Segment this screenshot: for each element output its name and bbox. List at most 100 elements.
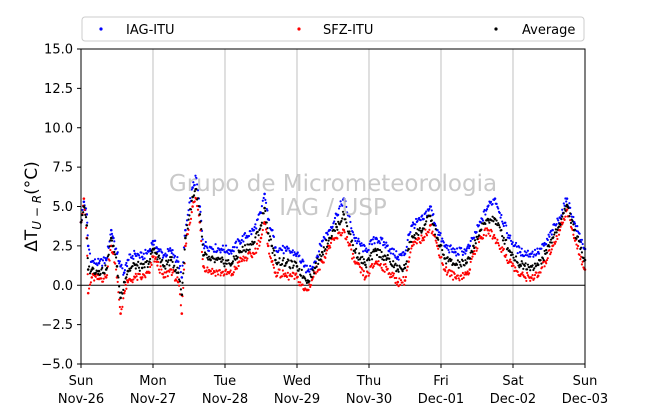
- data-point: [326, 233, 329, 236]
- data-point: [140, 251, 143, 254]
- data-point: [444, 245, 447, 248]
- data-point: [269, 238, 272, 241]
- data-point: [221, 270, 225, 273]
- data-point: [272, 266, 276, 269]
- data-point: [501, 222, 505, 225]
- data-point: [170, 251, 173, 255]
- data-point: [475, 235, 478, 238]
- data-point: [255, 227, 258, 230]
- data-point: [447, 260, 450, 263]
- data-point: [533, 273, 537, 277]
- data-point: [150, 263, 153, 267]
- data-point: [116, 274, 119, 277]
- data-point: [384, 262, 387, 266]
- data-point: [168, 270, 171, 273]
- data-point: [377, 260, 380, 263]
- data-point: [453, 248, 456, 251]
- data-point: [403, 266, 407, 270]
- data-point: [497, 242, 500, 245]
- data-point: [517, 264, 520, 267]
- data-point: [564, 215, 567, 218]
- data-point: [263, 192, 266, 196]
- data-point: [173, 264, 176, 267]
- data-point: [358, 263, 361, 266]
- data-point: [109, 228, 113, 232]
- data-point: [346, 211, 349, 214]
- data-point: [104, 264, 107, 267]
- data-point: [397, 258, 400, 261]
- data-point: [442, 268, 445, 271]
- data-point: [418, 216, 421, 220]
- data-point: [497, 222, 500, 225]
- data-point: [475, 249, 478, 252]
- data-point: [543, 265, 546, 268]
- data-point: [344, 218, 347, 221]
- data-point: [154, 239, 157, 242]
- data-point: [183, 248, 186, 251]
- data-point: [338, 205, 341, 208]
- data-point: [414, 217, 418, 221]
- data-point: [393, 276, 396, 280]
- data-point: [239, 241, 243, 244]
- data-point: [375, 238, 379, 241]
- data-point: [553, 231, 557, 234]
- data-point: [452, 251, 455, 254]
- data-point: [582, 256, 585, 260]
- data-point: [261, 199, 264, 202]
- data-point: [309, 283, 313, 287]
- data-point: [285, 245, 289, 248]
- data-point: [502, 236, 505, 239]
- data-point: [421, 229, 424, 232]
- data-point: [463, 264, 466, 267]
- data-point: [471, 250, 474, 254]
- data-point: [216, 273, 220, 276]
- data-point: [530, 277, 533, 280]
- data-point: [453, 263, 456, 266]
- data-point: [200, 227, 203, 231]
- data-point: [367, 257, 370, 260]
- data-point: [572, 223, 575, 226]
- data-point: [106, 255, 109, 258]
- data-point: [441, 248, 444, 252]
- data-point: [92, 259, 95, 263]
- data-point: [99, 272, 102, 275]
- data-point: [169, 247, 172, 250]
- data-point: [363, 278, 366, 281]
- data-point: [403, 283, 406, 286]
- data-point: [98, 259, 101, 263]
- data-point: [322, 261, 325, 264]
- data-point: [138, 256, 141, 259]
- data-point: [182, 261, 186, 264]
- data-point: [512, 264, 515, 267]
- data-point: [339, 200, 342, 203]
- data-point: [542, 258, 545, 262]
- data-point: [485, 227, 489, 230]
- data-point: [509, 253, 513, 257]
- data-point: [535, 264, 538, 267]
- data-point: [169, 258, 173, 262]
- data-point: [233, 265, 236, 268]
- data-point: [351, 257, 354, 260]
- data-point: [439, 231, 442, 235]
- data-point: [133, 249, 136, 252]
- data-point: [185, 224, 189, 227]
- data-point: [511, 262, 514, 265]
- data-point: [292, 272, 295, 275]
- data-point: [289, 267, 292, 270]
- data-point: [109, 248, 112, 252]
- data-point: [555, 222, 558, 226]
- data-point: [325, 245, 329, 248]
- data-point: [221, 256, 224, 259]
- x-tick-date: Dec-03: [562, 392, 608, 407]
- data-point: [550, 233, 553, 236]
- data-point: [471, 237, 474, 241]
- data-point: [423, 235, 426, 238]
- data-point: [181, 281, 184, 284]
- data-point: [349, 220, 352, 224]
- data-point: [463, 248, 466, 251]
- data-point: [224, 244, 228, 247]
- data-point: [510, 242, 513, 246]
- data-point: [101, 259, 105, 262]
- data-point: [499, 247, 502, 250]
- data-point: [83, 206, 86, 209]
